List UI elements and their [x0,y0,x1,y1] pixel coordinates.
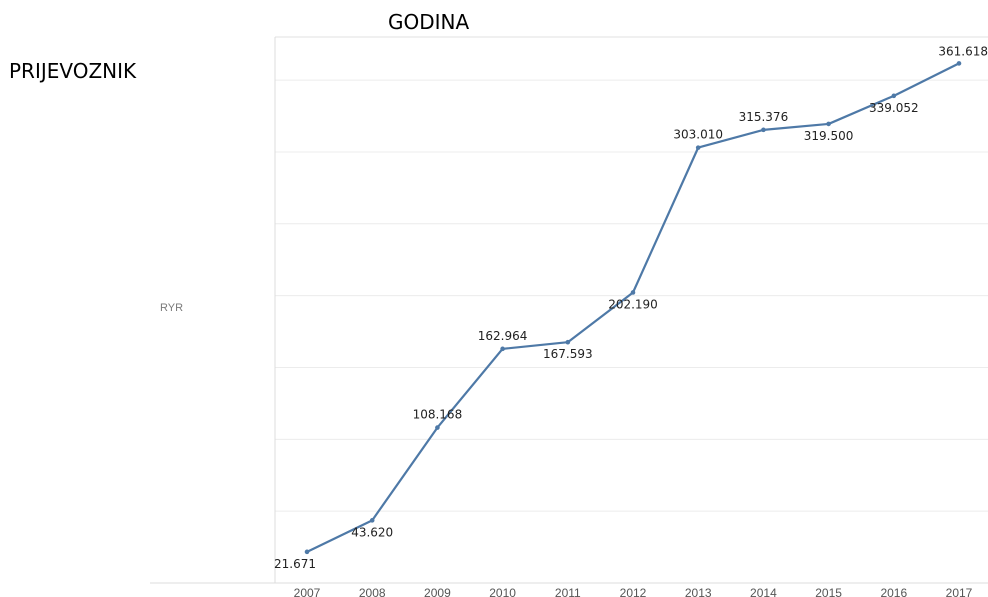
data-point [695,145,701,150]
data-label: 361.618 [938,44,988,58]
x-tick-label: 2007 [294,586,321,597]
x-tick-label: 2012 [620,586,647,597]
x-tick-label: 2010 [489,586,516,597]
data-point [500,346,505,352]
x-tick-labels: 2007 2008 2009 2010 2011 2012 2013 2014 2015 2016… [294,586,973,597]
data-point [826,121,831,127]
x-tick-label: 2009 [424,586,451,597]
data-label: 315.376 [739,110,789,124]
data-point [304,549,310,555]
row-label: RYR [160,302,184,314]
column-field-header: GODINA [388,10,470,34]
data-point [435,425,440,430]
data-label: 167.593 [543,347,593,361]
data-label: 303.010 [673,128,723,142]
gridlines [275,79,988,512]
data-label: 162.964 [478,329,528,343]
x-tick-label: 2011 [555,586,581,597]
x-tick-label: 2016 [880,586,907,597]
data-label: 202.190 [608,297,658,311]
data-label: 108.168 [413,408,463,422]
row-field-header: PRIJEVOZNIK [9,59,137,83]
x-tick-label: 2017 [946,586,973,597]
data-point [630,290,636,295]
data-point [565,339,571,345]
x-tick-label: 2015 [815,586,842,597]
points [304,61,962,555]
data-label: 21.671 [274,557,316,571]
data-labels: 21.671 43.620 108.168 162.964 167.593 202.190… [274,44,988,570]
data-label: 319.500 [804,129,854,143]
x-tick-label: 2014 [750,586,777,597]
data-point [761,127,766,133]
x-tick-label: 2013 [685,586,712,597]
data-point [369,518,375,523]
data-point [891,93,897,99]
x-tick-label: 2008 [359,586,386,597]
data-label: 339.052 [869,101,919,115]
data-label: 43.620 [351,525,393,539]
data-point [956,61,962,66]
